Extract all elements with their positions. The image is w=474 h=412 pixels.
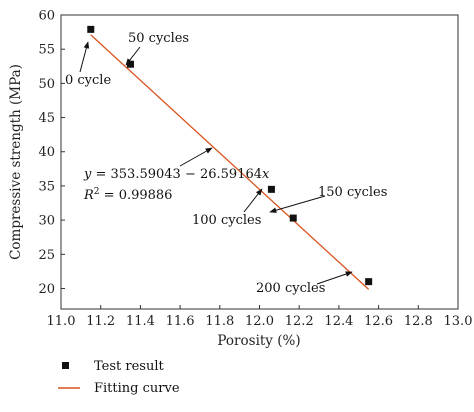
x-tick-label: 11.0 — [47, 314, 76, 329]
eq-y: y — [83, 167, 92, 182]
x-tick-label: 12.4 — [324, 314, 353, 329]
x-tick-label: 12.8 — [404, 314, 433, 329]
arrow-50-cycles — [125, 46, 141, 66]
x-tick-label: 13.0 — [444, 314, 473, 329]
eq-body: = 353.59043 − 26.59164 — [91, 167, 262, 182]
legend-label-test-result: Test result — [94, 359, 164, 374]
data-point — [365, 278, 373, 286]
plot-frame — [60, 14, 459, 310]
annotation-50-cycles: 50 cycles — [128, 31, 189, 46]
y-tick-label: 30 — [38, 214, 55, 229]
y-tick-label: 45 — [38, 111, 55, 126]
annotations: 0 cycle 50 cycles 100 cycles 150 cycles … — [65, 31, 387, 296]
x-axis-label: Porosity (%) — [217, 333, 300, 349]
arrow-150-cycles — [269, 195, 326, 213]
x-tick-label: 11.4 — [126, 314, 155, 329]
r2-r: R — [83, 188, 94, 203]
annotation-100-cycles: 100 cycles — [192, 213, 261, 228]
fitting-curve — [90, 34, 370, 290]
data-point — [267, 185, 275, 193]
x-tick-label: 12.0 — [245, 314, 274, 329]
arrow-equation — [179, 147, 213, 167]
y-tick-label: 35 — [38, 179, 55, 194]
eq-x: x — [262, 167, 270, 182]
legend: Test result Fitting curve — [58, 359, 180, 396]
data-point — [87, 25, 95, 33]
x-tick-label: 12.6 — [364, 314, 393, 329]
y-tick-label: 25 — [38, 248, 55, 263]
annotation-200-cycles: 200 cycles — [256, 281, 325, 296]
x-tick-label: 11.8 — [205, 314, 234, 329]
y-tick-label: 60 — [38, 9, 55, 24]
r2-val: = 0.99886 — [100, 188, 173, 203]
y-tick-label: 20 — [38, 282, 55, 297]
y-tick-label: 55 — [38, 43, 55, 58]
x-tick-label: 12.2 — [285, 314, 314, 329]
arrow-100-cycles — [243, 188, 263, 213]
arrow-0-cycle — [79, 41, 90, 73]
fit-equation: y = 353.59043 − 26.59164x — [83, 167, 270, 182]
legend-label-fitting-curve: Fitting curve — [94, 381, 180, 396]
arrow-200-cycles — [316, 271, 353, 285]
y-tick-label: 50 — [38, 77, 55, 92]
r2-sup: 2 — [94, 187, 100, 197]
y-axis-label: Compressive strength (MPa) — [8, 64, 24, 260]
y-axis-ticks: 20 25 30 35 40 45 50 55 60 — [38, 9, 65, 297]
test-result-points — [87, 25, 373, 286]
x-tick-label: 11.6 — [166, 314, 195, 329]
legend-marker-test-result — [62, 362, 69, 369]
data-point — [289, 214, 297, 222]
y-tick-label: 40 — [38, 145, 55, 160]
x-axis-ticks: 11.0 11.2 11.4 11.6 11.8 12.0 12.2 12.4 12.6 12.8… — [47, 305, 473, 329]
annotation-0-cycle: 0 cycle — [65, 73, 111, 88]
annotation-150-cycles: 150 cycles — [318, 185, 387, 200]
fit-r-squared: R2 = 0.99886 — [83, 187, 172, 203]
x-tick-label: 11.2 — [86, 314, 115, 329]
